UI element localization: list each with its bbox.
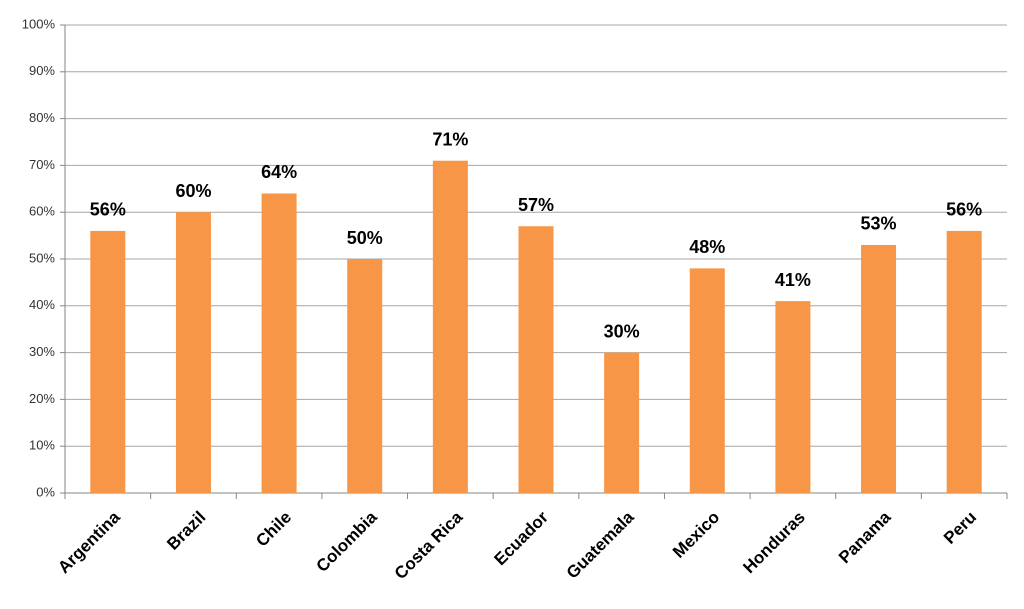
x-tick-label: Colombia bbox=[313, 507, 382, 576]
x-tick-label: Panama bbox=[835, 507, 895, 567]
y-tick-label: 30% bbox=[29, 344, 55, 359]
y-tick-label: 20% bbox=[29, 391, 55, 406]
x-tick-label: Mexico bbox=[669, 508, 723, 562]
x-tick-label: Costa Rica bbox=[391, 507, 467, 583]
value-label: 56% bbox=[946, 200, 982, 220]
x-tick-label: Honduras bbox=[739, 508, 809, 578]
value-label: 30% bbox=[604, 321, 640, 341]
bar bbox=[261, 193, 297, 494]
bar bbox=[347, 259, 383, 493]
value-label: 53% bbox=[861, 214, 897, 234]
x-tick-label: Chile bbox=[252, 508, 295, 551]
bar bbox=[946, 230, 982, 494]
x-tick-label: Peru bbox=[940, 508, 980, 548]
y-tick-label: 0% bbox=[36, 484, 55, 499]
value-label: 60% bbox=[175, 181, 211, 201]
bar bbox=[604, 352, 640, 493]
x-tick-label: Brazil bbox=[163, 508, 209, 554]
value-label: 50% bbox=[347, 228, 383, 248]
value-label: 41% bbox=[775, 270, 811, 290]
y-tick-label: 10% bbox=[29, 438, 55, 453]
y-tick-label: 70% bbox=[29, 157, 55, 172]
bar bbox=[90, 230, 126, 494]
x-tick-label: Argentina bbox=[54, 507, 124, 577]
bar bbox=[689, 268, 725, 493]
value-label: 48% bbox=[689, 237, 725, 257]
x-tick-label: Ecuador bbox=[490, 507, 552, 569]
y-tick-label: 50% bbox=[29, 250, 55, 265]
y-tick-label: 90% bbox=[29, 63, 55, 78]
value-label: 64% bbox=[261, 162, 297, 182]
bar bbox=[175, 212, 211, 493]
value-label: 71% bbox=[432, 129, 468, 149]
y-tick-label: 60% bbox=[29, 204, 55, 219]
bar bbox=[775, 301, 811, 493]
y-tick-label: 80% bbox=[29, 110, 55, 125]
bar bbox=[432, 160, 468, 493]
y-tick-label: 40% bbox=[29, 297, 55, 312]
x-tick-label: Guatemala bbox=[563, 507, 638, 582]
bar bbox=[861, 244, 897, 493]
value-label: 57% bbox=[518, 195, 554, 215]
bar bbox=[518, 226, 554, 494]
y-tick-label: 100% bbox=[22, 16, 56, 31]
value-label: 56% bbox=[90, 200, 126, 220]
